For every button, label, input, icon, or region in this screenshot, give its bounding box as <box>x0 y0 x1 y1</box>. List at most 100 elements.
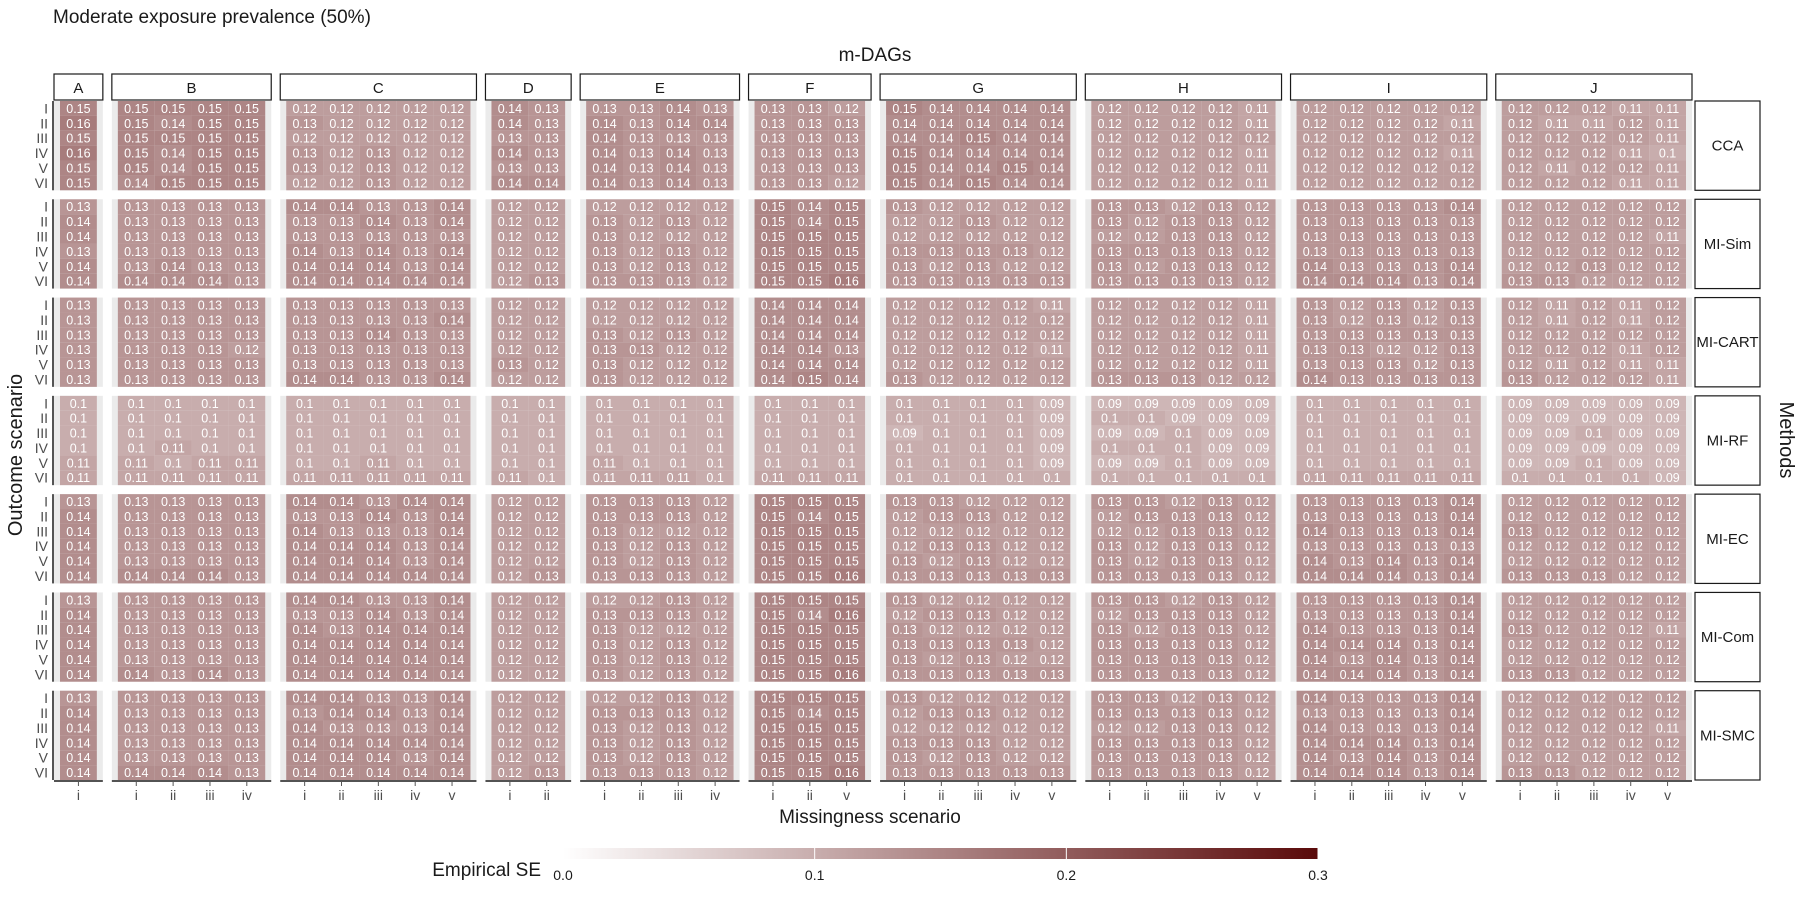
cell-value-label: 0.14 <box>498 176 522 190</box>
y-tick-label: II <box>40 705 48 721</box>
cell-value-label: 0.12 <box>1098 313 1122 327</box>
cell-value-label: 0.13 <box>440 328 464 342</box>
cell-value-label: 0.14 <box>403 736 427 750</box>
heatmap-cell <box>60 327 97 343</box>
cell-value-label: 0.15 <box>761 707 785 721</box>
heatmap-cell <box>228 160 266 176</box>
heatmap-cell <box>117 160 155 176</box>
cell-value-label: 0.15 <box>235 161 259 175</box>
legend-colorbar <box>563 848 1318 859</box>
cell-value-label: 0.15 <box>198 161 222 175</box>
cell-value-label: 0.1 <box>406 397 423 411</box>
cell-value-label: 0.13 <box>629 569 653 583</box>
cell-value-label: 0.13 <box>198 623 222 637</box>
cell-value-label: 0.13 <box>929 245 953 259</box>
cell-value-label: 0.12 <box>1245 653 1269 667</box>
cell-value-label: 0.15 <box>798 230 822 244</box>
cell-value-label: 0.12 <box>1582 593 1606 607</box>
heatmap-cell <box>117 273 155 289</box>
cell-value-label: 0.15 <box>834 555 858 569</box>
cell-value-label: 0.12 <box>1134 176 1158 190</box>
cell-value-label: 0.13 <box>366 495 390 509</box>
x-tick-label: iii <box>1179 787 1188 803</box>
cell-value-label: 0.14 <box>124 176 148 190</box>
cell-value-label: 0.12 <box>1098 525 1122 539</box>
cell-value-label: 0.12 <box>892 707 916 721</box>
cell-value-label: 0.12 <box>1655 540 1679 554</box>
cell-value-label: 0.14 <box>1040 176 1064 190</box>
cell-value-label: 0.12 <box>892 358 916 372</box>
cell-value-label: 0.14 <box>292 692 316 706</box>
cell-value-label: 0.11 <box>1656 230 1679 244</box>
cell-value-label: 0.1 <box>969 427 986 441</box>
y-tick-label: V <box>39 357 49 373</box>
cell-value-label: 0.13 <box>124 230 148 244</box>
heatmap-cell <box>228 538 266 554</box>
heatmap-cell <box>154 312 192 328</box>
heatmap-cell <box>60 607 97 623</box>
cell-value-label: 0.12 <box>1508 593 1532 607</box>
cell-value-label: 0.14 <box>66 569 90 583</box>
heatmap-cell <box>228 607 266 623</box>
cell-value-label: 0.1 <box>633 427 650 441</box>
cell-value-label: 0.1 <box>128 441 145 455</box>
cell-value-label: 0.1 <box>1454 427 1471 441</box>
cell-value-label: 0.14 <box>761 328 785 342</box>
cell-value-label: 0.13 <box>161 608 185 622</box>
heatmap-cell <box>359 175 397 191</box>
cell-value-label: 0.12 <box>929 525 953 539</box>
cell-value-label: 0.12 <box>666 230 690 244</box>
heatmap-cell <box>117 568 155 584</box>
cell-value-label: 0.13 <box>834 117 858 131</box>
cell-value-label: 0.13 <box>198 540 222 554</box>
cell-value-label: 0.13 <box>1134 736 1158 750</box>
mdag-strip-box <box>53 73 104 101</box>
cell-value-label: 0.13 <box>366 593 390 607</box>
cell-value-label: 0.13 <box>535 132 559 146</box>
cell-value-label: 0.13 <box>1171 510 1195 524</box>
cell-value-label: 0.13 <box>798 161 822 175</box>
x-tick-label: v <box>1048 787 1055 803</box>
cell-value-label: 0.13 <box>403 525 427 539</box>
cell-value-label: 0.12 <box>1545 215 1569 229</box>
cell-value-label: 0.15 <box>798 260 822 274</box>
cell-value-label: 0.12 <box>1245 593 1269 607</box>
cell-value-label: 0.13 <box>329 525 353 539</box>
cell-value-label: 0.11 <box>593 471 616 485</box>
heatmap-cell <box>433 130 471 146</box>
cell-value-label: 0.12 <box>1171 102 1195 116</box>
heatmap-cell <box>154 160 192 176</box>
cell-value-label: 0.12 <box>1003 707 1027 721</box>
cell-value-label: 0.13 <box>966 540 990 554</box>
cell-value-label: 0.13 <box>161 525 185 539</box>
cell-value-label: 0.12 <box>1582 766 1606 780</box>
cell-value-label: 0.13 <box>929 275 953 289</box>
cell-value-label: 0.14 <box>66 721 90 735</box>
cell-value-label: 0.13 <box>366 147 390 161</box>
cell-value-label: 0.1 <box>706 427 723 441</box>
cell-value-label: 0.14 <box>535 176 559 190</box>
cell-value-label: 0.14 <box>440 313 464 327</box>
cell-value-label: 0.13 <box>1545 668 1569 682</box>
cell-value-label: 0.13 <box>235 653 259 667</box>
cell-value-label: 0.14 <box>329 200 353 214</box>
cell-value-label: 0.11 <box>1040 299 1063 313</box>
cell-value-label: 0.13 <box>1340 653 1364 667</box>
cell-value-label: 0.13 <box>1340 608 1364 622</box>
cell-value-label: 0.14 <box>1003 117 1027 131</box>
cell-value-label: 0.13 <box>1208 707 1232 721</box>
cell-value-label: 0.12 <box>1655 707 1679 721</box>
cell-value-label: 0.11 <box>125 471 148 485</box>
heatmap-cell <box>117 115 155 131</box>
cell-value-label: 0.13 <box>1303 343 1327 357</box>
cell-value-label: 0.15 <box>124 117 148 131</box>
heatmap-cell <box>228 750 266 766</box>
cell-value-label: 0.14 <box>440 260 464 274</box>
cell-value-label: 0.12 <box>1376 161 1400 175</box>
cell-value-label: 0.1 <box>969 441 986 455</box>
cell-value-label: 0.12 <box>966 373 990 387</box>
cell-value-label: 0.1 <box>670 397 687 411</box>
cell-value-label: 0.12 <box>629 200 653 214</box>
heatmap-cell <box>191 371 229 387</box>
cell-value-label: 0.12 <box>1545 343 1569 357</box>
